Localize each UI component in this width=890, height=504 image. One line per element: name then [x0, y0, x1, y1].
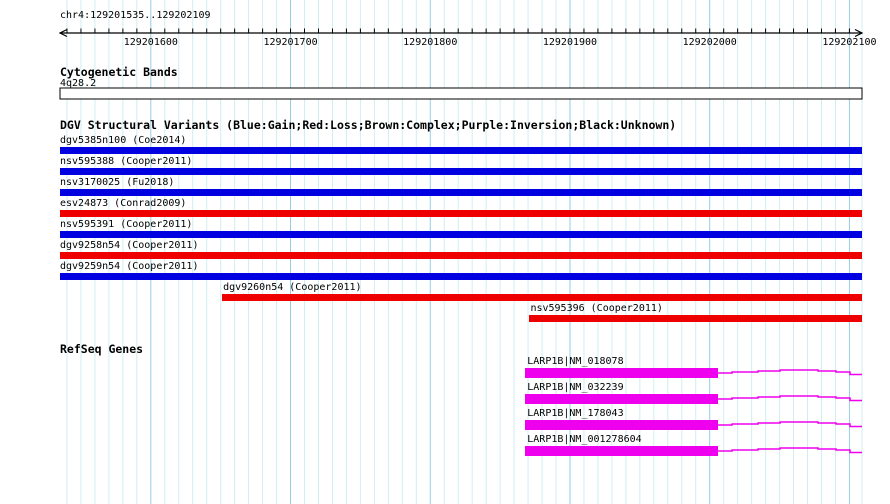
gene-intron-lines	[718, 369, 862, 454]
variant-label: nsv3170025 (Fu2018)	[60, 177, 175, 188]
ruler-tick-label: 129202000	[683, 37, 737, 48]
refseq-header: RefSeq Genes	[60, 342, 144, 356]
cytobands-header: Cytogenetic Bands	[60, 65, 178, 79]
ruler-right-arrow-icon	[854, 28, 864, 38]
gene-exon-block[interactable]	[525, 446, 719, 456]
variant-label: dgv5385n100 (Coe2014)	[60, 135, 187, 146]
variant-label: nsv595391 (Cooper2011)	[60, 219, 193, 230]
ruler-tick-label: 129201900	[543, 37, 597, 48]
ruler-tick-label: 129201800	[403, 37, 457, 48]
variant-label: dgv9260n54 (Cooper2011)	[223, 282, 362, 293]
gene-label: LARP1B|NM_018078	[527, 356, 624, 367]
gene-exon-block[interactable]	[525, 368, 719, 378]
gene-label: LARP1B|NM_032239	[527, 382, 624, 393]
gene-intron-line[interactable]	[718, 421, 862, 428]
variant-bar[interactable]	[60, 168, 862, 175]
cytoband-box[interactable]	[59, 87, 863, 100]
ruler-tick-label: 129202100	[822, 37, 876, 48]
gene-exon-block[interactable]	[525, 394, 719, 404]
gene-label: LARP1B|NM_001278604	[527, 434, 642, 445]
variant-label: esv24873 (Conrad2009)	[60, 198, 187, 209]
dgv-header: DGV Structural Variants (Blue:Gain;Red:L…	[60, 118, 677, 132]
variant-bar[interactable]	[60, 252, 862, 259]
coordinate-ruler: 129201600 129201700 129201800 129201900 1292…	[58, 28, 877, 48]
variant-bar[interactable]	[60, 231, 862, 238]
gene-intron-line[interactable]	[718, 447, 862, 454]
variant-bar[interactable]	[222, 294, 862, 301]
variant-label: nsv595396 (Cooper2011)	[530, 303, 663, 314]
ruler-tick-label: 129201600	[124, 37, 178, 48]
gene-intron-line[interactable]	[718, 395, 862, 402]
variant-label: dgv9258n54 (Cooper2011)	[60, 240, 199, 251]
variant-label: dgv9259n54 (Cooper2011)	[60, 261, 199, 272]
ruler-tick-label: 129201700	[263, 37, 317, 48]
variant-bar[interactable]	[60, 189, 862, 196]
ruler-left-arrow-icon	[58, 28, 68, 38]
gene-exon-block[interactable]	[525, 420, 719, 430]
variant-bar[interactable]	[60, 147, 862, 154]
variant-bar[interactable]	[60, 210, 862, 217]
variant-bar[interactable]	[529, 315, 862, 322]
variant-bar[interactable]	[60, 273, 862, 280]
cytoband-label: 4q28.2	[60, 78, 97, 89]
variant-label: nsv595388 (Cooper2011)	[60, 156, 193, 167]
gene-label: LARP1B|NM_178043	[527, 408, 624, 419]
region-title: chr4:129201535..129202109	[60, 10, 211, 21]
gene-intron-line[interactable]	[718, 369, 862, 376]
